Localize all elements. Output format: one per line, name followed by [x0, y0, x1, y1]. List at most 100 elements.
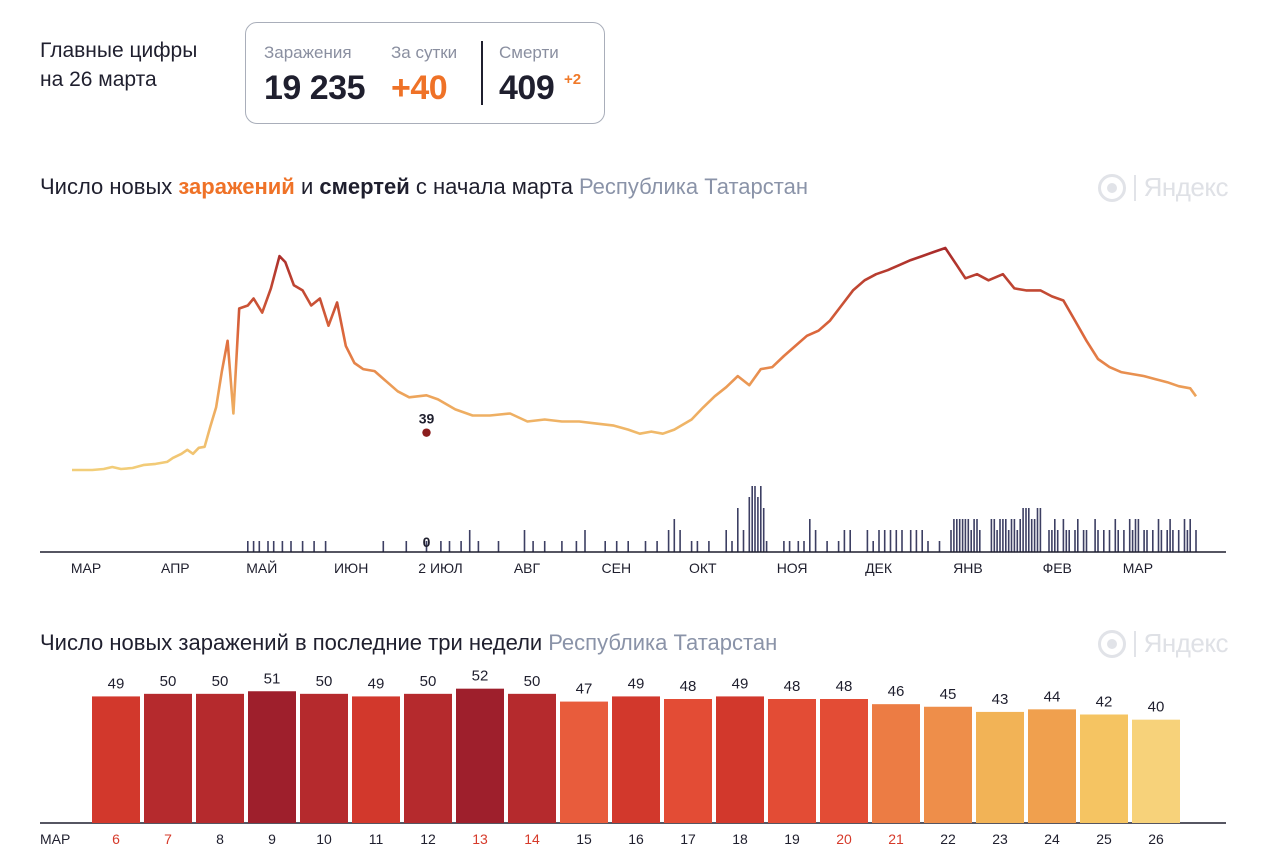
death-bar [1143, 530, 1145, 552]
death-bar [1103, 530, 1105, 552]
death-bar [895, 530, 898, 552]
bar [872, 704, 920, 823]
death-bar [731, 541, 733, 552]
death-bar [1114, 519, 1117, 552]
highlight-point [422, 428, 431, 437]
bar [664, 699, 712, 823]
death-bar [679, 530, 681, 552]
yandex-eye-icon [1098, 173, 1127, 202]
x-tick-label: МАЙ [246, 559, 277, 576]
death-bar [1010, 519, 1013, 552]
death-bar [247, 541, 249, 552]
death-bar [615, 541, 618, 552]
death-bar [448, 541, 451, 552]
death-bar [477, 541, 480, 552]
bar-value-label: 48 [680, 678, 697, 695]
death-bar [901, 530, 903, 552]
death-bar [1137, 519, 1140, 552]
death-bar [313, 541, 315, 552]
bar-date-label: 19 [784, 831, 800, 847]
death-bar [1016, 530, 1019, 552]
chart2-region: Республика Татарстан [548, 630, 778, 655]
bar-date-label: 25 [1096, 831, 1112, 847]
death-bar [883, 530, 886, 552]
death-bar [1062, 519, 1065, 552]
x-tick-label: СЕН [602, 560, 632, 576]
bar-date-label: 14 [524, 831, 540, 847]
death-bar [497, 541, 500, 552]
death-bar [604, 541, 606, 552]
bar-value-label: 42 [1096, 694, 1113, 711]
stats-panel: Заражения 19 235 За сутки +40 Смерти 409… [245, 22, 605, 124]
death-bar [1039, 508, 1042, 552]
death-bar [788, 541, 791, 552]
death-bar [1007, 530, 1010, 552]
x-tick-label: ОКТ [689, 560, 717, 576]
death-bar [1152, 530, 1154, 552]
death-bar [1160, 530, 1163, 552]
bar-date-label: 10 [316, 831, 332, 847]
bar [300, 693, 348, 823]
death-bar [1131, 530, 1134, 552]
chart2-title-text: Число новых заражений в последние три не… [40, 630, 543, 655]
death-bar [1005, 519, 1007, 552]
death-bar [1013, 519, 1016, 552]
death-bar [1189, 519, 1191, 552]
death-bar [301, 541, 304, 552]
death-bar [1033, 519, 1036, 552]
death-bar [915, 530, 918, 552]
brand-separator [1134, 630, 1136, 657]
death-bar [324, 541, 327, 552]
death-bar [252, 541, 255, 552]
x-tick-label: ДЕК [865, 560, 893, 576]
page-headline: Главные цифры на 26 марта [40, 36, 197, 94]
death-bar [440, 541, 442, 552]
death-bar [1117, 530, 1119, 552]
death-bar [1183, 519, 1186, 552]
death-bar [1019, 519, 1021, 552]
death-bar [950, 530, 952, 552]
bar-value-label: 46 [888, 683, 905, 700]
death-bar [405, 541, 408, 552]
death-bar [281, 541, 284, 552]
death-bar [1028, 508, 1030, 552]
highlight-infections-label: 39 [419, 411, 435, 427]
bar-value-label: 43 [992, 691, 1009, 708]
death-bar [803, 541, 805, 552]
bar-value-label: 49 [368, 675, 385, 692]
death-bar [1177, 530, 1180, 552]
bar-date-label: 6 [112, 831, 120, 847]
bar-value-label: 49 [628, 675, 645, 692]
chart1-title-part-3: и [294, 174, 320, 199]
death-bar [1022, 508, 1024, 552]
death-bar [757, 497, 759, 552]
death-bar [1025, 508, 1027, 552]
death-bar [468, 530, 471, 552]
bar-date-label: 16 [628, 831, 644, 847]
death-bar [938, 541, 941, 552]
bar-value-label: 49 [732, 675, 749, 692]
bar-date-label: 9 [268, 831, 276, 847]
death-bar [561, 541, 563, 552]
bar [924, 706, 972, 823]
bar-date-label: 21 [888, 831, 904, 847]
death-bar [1094, 519, 1096, 552]
x-tick-label: ЯНВ [953, 560, 983, 576]
death-bar [826, 541, 828, 552]
death-bar [1097, 530, 1099, 552]
bar [1080, 714, 1128, 823]
death-bar [1134, 519, 1137, 552]
death-bar [1002, 519, 1004, 552]
death-bar [797, 541, 800, 552]
death-bar [1195, 530, 1197, 552]
death-bar [953, 519, 955, 552]
death-bar [1056, 530, 1059, 552]
bar-value-label: 48 [784, 678, 801, 695]
deaths-delta: +2 [564, 71, 582, 88]
bar-date-label: 17 [680, 831, 696, 847]
death-bar [1123, 530, 1125, 552]
death-bar [956, 519, 958, 552]
bar-value-label: 50 [524, 673, 541, 690]
bar-date-label: 13 [472, 831, 488, 847]
death-bar [1085, 530, 1088, 552]
